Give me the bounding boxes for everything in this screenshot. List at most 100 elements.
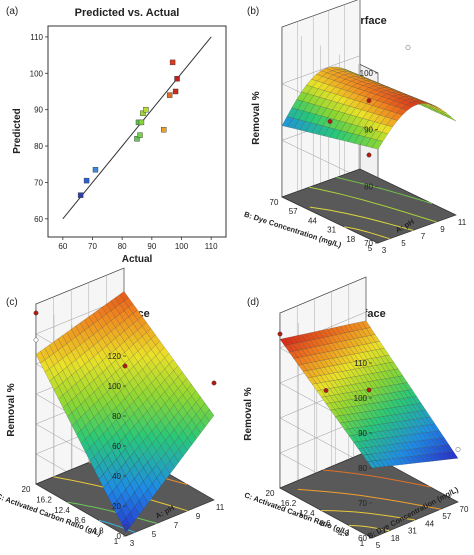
floor-contour bbox=[336, 176, 433, 204]
y-tick-label: 16.2 bbox=[36, 495, 52, 504]
z-axis-label: Removal % bbox=[243, 387, 254, 440]
data-point bbox=[174, 76, 180, 82]
y-tick-label: 8.6 bbox=[74, 516, 86, 525]
title-a: Predicted vs. Actual bbox=[75, 7, 180, 19]
floor-contour bbox=[67, 501, 157, 524]
z-tick-label: 0 bbox=[117, 532, 122, 541]
x-tick-label: 44 bbox=[425, 519, 434, 528]
y-tick-label: 70 bbox=[34, 178, 43, 187]
panel-label-c: (c) bbox=[6, 297, 18, 308]
panel-label-a: (a) bbox=[6, 6, 18, 17]
floor-contour bbox=[322, 469, 431, 488]
z-tick-label: 100 bbox=[360, 69, 374, 78]
x-tick-label: 100 bbox=[175, 242, 189, 251]
y-tick-label: 16.2 bbox=[281, 499, 297, 508]
data-point bbox=[134, 136, 140, 142]
z-tick-label: 90 bbox=[364, 126, 373, 135]
z-tick-label: 70 bbox=[364, 239, 373, 248]
z-tick-label: 80 bbox=[112, 412, 121, 421]
z-tick-label: 90 bbox=[358, 429, 367, 438]
data-point bbox=[83, 177, 90, 184]
floor-contour bbox=[309, 186, 437, 223]
x-tick-label: 11 bbox=[458, 218, 467, 227]
z-axis-label: Removal % bbox=[251, 91, 262, 144]
y-tick-label: 4.8 bbox=[92, 527, 104, 536]
z-tick-label: 70 bbox=[358, 499, 367, 508]
floor bbox=[281, 168, 457, 244]
floor-contour bbox=[344, 226, 390, 240]
x-tick-label: 70 bbox=[88, 242, 97, 251]
data-point bbox=[172, 88, 179, 95]
z-tick-label: 100 bbox=[108, 382, 122, 391]
z-tick-label: 120 bbox=[108, 352, 122, 361]
y-tick-label: 110 bbox=[30, 33, 43, 42]
x-tick-label: 9 bbox=[440, 225, 445, 234]
z-tick-label: 60 bbox=[112, 442, 121, 451]
y-tick-label: 1 bbox=[114, 537, 119, 546]
x-tick-label: 3 bbox=[382, 246, 387, 255]
design-point bbox=[366, 387, 372, 393]
x-tick-label: 3 bbox=[130, 539, 135, 548]
surface-cell bbox=[367, 460, 377, 469]
x-axis-label-a: Actual bbox=[122, 254, 153, 265]
x-tick-label: 7 bbox=[174, 521, 179, 530]
x-tick-label: 110 bbox=[205, 242, 218, 251]
data-point bbox=[92, 166, 99, 173]
design-point bbox=[33, 337, 39, 343]
floor-contour bbox=[321, 510, 416, 521]
z-tick-label: 20 bbox=[112, 502, 121, 511]
y-tick-label: 4.8 bbox=[338, 529, 350, 538]
y-tick-label: 90 bbox=[34, 106, 43, 115]
x-tick-labels-a: 60 70 80 90 100 110 bbox=[58, 237, 218, 251]
z-tick-label: 60 bbox=[358, 534, 367, 543]
data-point bbox=[143, 106, 149, 113]
surface-panel-d: 60 70 80 90 100 110 Removal % 5 18 31 44 57 70 1 4.8 8.… bbox=[243, 276, 469, 550]
x-tick-label: 90 bbox=[147, 242, 156, 251]
x-tick-label: 18 bbox=[391, 534, 400, 543]
surface-cell bbox=[445, 114, 457, 122]
x-tick-label: 9 bbox=[196, 512, 201, 521]
floor-contour bbox=[348, 525, 390, 532]
x-tick-label: 80 bbox=[118, 242, 127, 251]
z-tick-label: 80 bbox=[358, 464, 367, 473]
x-tick-label: 5 bbox=[152, 530, 157, 539]
panel-label-d: (d) bbox=[247, 297, 259, 308]
design-point bbox=[323, 388, 329, 393]
y-tick-label: 20 bbox=[22, 485, 31, 494]
plot-frame-a bbox=[47, 25, 227, 238]
y-tick-label: 31 bbox=[327, 226, 336, 235]
y-tick-label: 57 bbox=[289, 207, 298, 216]
reference-line bbox=[62, 36, 212, 220]
design-point bbox=[277, 331, 283, 337]
design-point bbox=[455, 447, 461, 452]
x-tick-label: 60 bbox=[58, 242, 67, 251]
floor-contour bbox=[297, 488, 441, 510]
z-tick-label: 80 bbox=[364, 182, 373, 191]
z-tick-label: 100 bbox=[354, 394, 368, 403]
y-tick-label: 44 bbox=[308, 216, 317, 225]
surface-cell bbox=[371, 139, 384, 150]
y-tick-label: 100 bbox=[30, 69, 44, 78]
design-point bbox=[366, 98, 372, 104]
x-tick-label: 31 bbox=[408, 527, 417, 536]
design-point bbox=[211, 380, 217, 386]
x-tick-label: 11 bbox=[216, 503, 225, 512]
y-tick-label: 80 bbox=[34, 142, 43, 151]
data-point bbox=[166, 92, 173, 98]
data-point bbox=[140, 110, 146, 117]
data-point bbox=[77, 192, 84, 198]
data-point bbox=[169, 59, 176, 66]
data-point bbox=[137, 132, 143, 138]
z-axis-label: Removal % bbox=[6, 383, 17, 436]
y-axis-label-a: Predicted bbox=[12, 108, 23, 154]
y-tick-label: 20 bbox=[266, 489, 275, 498]
floor-contour bbox=[309, 206, 414, 231]
panel-label-b: (b) bbox=[247, 6, 259, 17]
design-point bbox=[122, 363, 128, 369]
z-tick-label: 40 bbox=[112, 472, 121, 481]
y-tick-label: 12.4 bbox=[299, 509, 315, 518]
scatter-panel-a: 60 70 80 90 100 110 60 70 80 90 100 110 Actual Pre… bbox=[12, 25, 227, 265]
